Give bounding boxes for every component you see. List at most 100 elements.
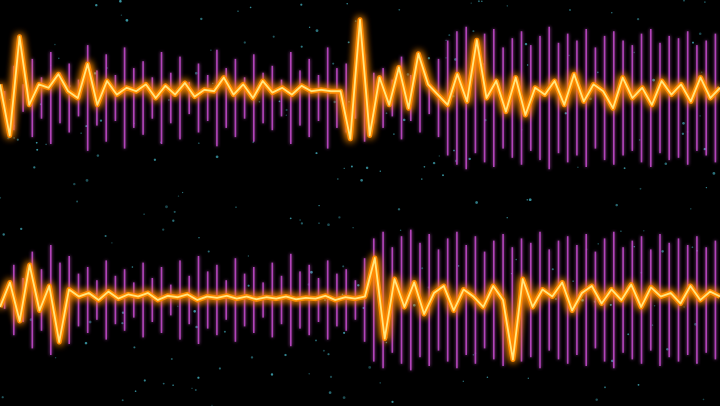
star-dot bbox=[421, 267, 424, 270]
star-dot bbox=[620, 230, 622, 233]
star-dot bbox=[445, 57, 447, 59]
star-dot bbox=[453, 149, 455, 152]
star-dot bbox=[200, 17, 203, 21]
star-dot bbox=[611, 12, 613, 14]
star-dot bbox=[134, 390, 137, 392]
star-dot bbox=[683, 0, 685, 2]
star-dot bbox=[285, 108, 288, 112]
star-dot bbox=[399, 229, 402, 231]
star-dot bbox=[712, 172, 716, 175]
star-dot bbox=[9, 98, 11, 101]
star-dot bbox=[328, 391, 332, 394]
star-dot bbox=[324, 299, 326, 301]
star-dot bbox=[162, 228, 165, 231]
star-dot bbox=[210, 49, 212, 51]
star-dot bbox=[564, 112, 567, 115]
star-dot bbox=[393, 133, 395, 135]
star-dot bbox=[131, 266, 134, 268]
star-dot bbox=[315, 339, 317, 342]
star-dot bbox=[701, 71, 703, 73]
star-dot bbox=[342, 265, 345, 268]
star-dot bbox=[85, 179, 89, 182]
star-dot bbox=[300, 45, 303, 48]
star-dot bbox=[666, 348, 669, 351]
star-dot bbox=[572, 280, 574, 282]
star-dot bbox=[569, 9, 571, 11]
star-dot bbox=[379, 170, 381, 172]
star-dot bbox=[690, 208, 692, 210]
star-dot bbox=[683, 306, 685, 308]
star-dot bbox=[111, 242, 113, 244]
star-dot bbox=[88, 320, 92, 324]
star-dot bbox=[615, 203, 618, 207]
star-dot bbox=[119, 0, 122, 3]
star-dot bbox=[76, 200, 79, 203]
star-dot bbox=[338, 216, 341, 219]
star-dot bbox=[462, 380, 464, 382]
star-dot bbox=[2, 233, 5, 236]
waveform-glow bbox=[0, 255, 720, 362]
star-dot bbox=[524, 42, 528, 46]
star-dot bbox=[85, 125, 88, 128]
star-dot bbox=[661, 250, 664, 253]
star-dot bbox=[54, 43, 56, 46]
star-dot bbox=[346, 3, 348, 5]
star-dot bbox=[470, 2, 472, 4]
star-dot bbox=[13, 137, 15, 139]
star-dot bbox=[177, 195, 180, 197]
star-dot bbox=[432, 161, 436, 165]
star-dot bbox=[165, 205, 168, 209]
star-dot bbox=[597, 243, 599, 245]
star-dot bbox=[472, 354, 475, 356]
star-dot bbox=[197, 142, 200, 145]
star-dot bbox=[342, 396, 346, 399]
star-dot bbox=[284, 353, 287, 357]
star-dot bbox=[526, 199, 529, 201]
star-dot bbox=[343, 331, 346, 334]
star-dot bbox=[554, 297, 558, 301]
star-dot bbox=[702, 398, 705, 401]
star-dot bbox=[651, 324, 654, 326]
star-dot bbox=[121, 399, 124, 402]
star-dot bbox=[121, 322, 124, 325]
star-dot bbox=[327, 353, 330, 356]
waveform-line bbox=[0, 18, 720, 140]
star-dot bbox=[308, 26, 311, 28]
star-dot bbox=[121, 311, 125, 314]
star-dot bbox=[133, 346, 136, 349]
waveform-line bbox=[0, 257, 720, 361]
star-dot bbox=[475, 201, 478, 204]
star-dot bbox=[421, 178, 423, 180]
star-dot bbox=[457, 265, 460, 267]
star-dot bbox=[250, 356, 254, 359]
star-dot bbox=[354, 20, 357, 22]
star-dot bbox=[218, 367, 221, 370]
star-dot bbox=[336, 178, 339, 180]
star-dot bbox=[368, 366, 372, 369]
star-dot bbox=[581, 298, 584, 302]
star-dot bbox=[177, 305, 179, 307]
star-dot bbox=[143, 213, 145, 216]
star-dot bbox=[506, 5, 508, 7]
star-dot bbox=[172, 384, 174, 386]
star-dot bbox=[643, 230, 645, 232]
star-dot bbox=[45, 143, 47, 146]
star-dot bbox=[653, 305, 656, 307]
star-dot bbox=[568, 54, 570, 57]
star-dot bbox=[315, 29, 319, 32]
star-dot bbox=[636, 17, 640, 21]
star-dot bbox=[191, 387, 193, 389]
star-dot bbox=[300, 222, 304, 225]
star-dot bbox=[481, 0, 483, 2]
star-dot bbox=[120, 14, 123, 16]
star-dot bbox=[143, 379, 146, 382]
star-dot bbox=[99, 119, 103, 122]
star-dot bbox=[423, 165, 426, 168]
star-dot bbox=[638, 139, 641, 141]
star-dot bbox=[347, 41, 350, 44]
star-dot bbox=[16, 138, 19, 141]
star-dot bbox=[357, 284, 360, 287]
star-dot bbox=[551, 268, 554, 271]
